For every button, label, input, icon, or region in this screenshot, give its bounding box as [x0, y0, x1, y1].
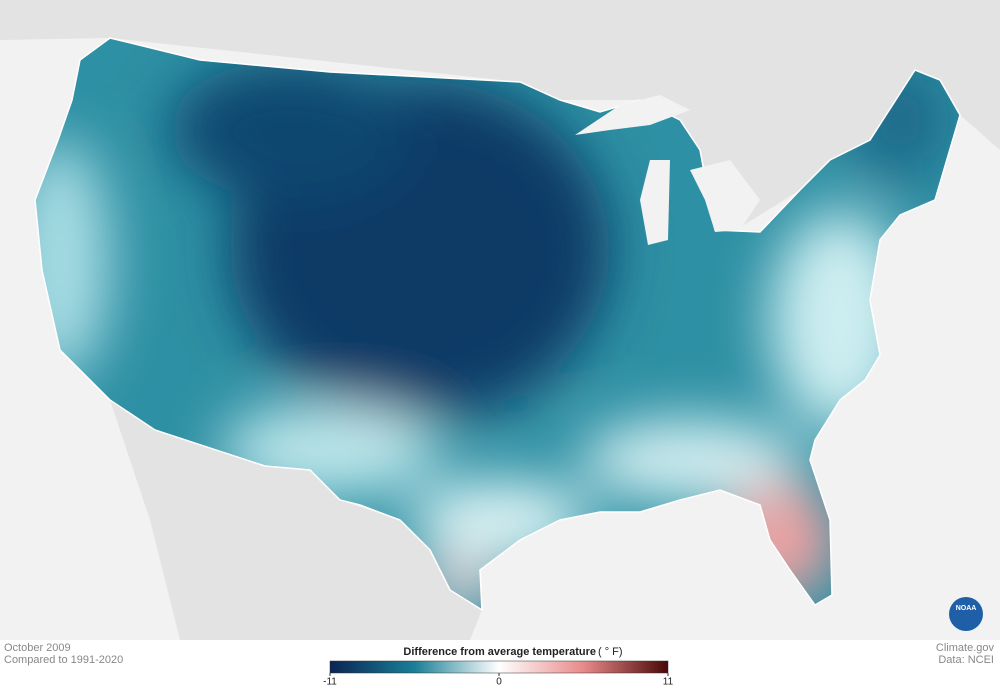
cold-north: [170, 60, 410, 200]
logo-text: NOAA: [956, 605, 977, 612]
legend-tick-label: 11: [663, 677, 674, 688]
site-credit: Climate.gov: [936, 642, 995, 654]
mexico: [110, 400, 482, 640]
source-credit: Data: NCEI: [938, 654, 994, 666]
period: October 2009: [4, 642, 71, 654]
legend-unit: ( ° F): [598, 646, 623, 658]
legend-tick-label: -11: [323, 677, 337, 688]
color-bar: [329, 660, 669, 674]
baseline: Compared to 1991-2020: [4, 654, 123, 666]
west-coast: [35, 140, 110, 380]
legend-title: Difference from average temperature: [403, 646, 596, 658]
logo-circle: [949, 597, 983, 631]
canada: [0, 0, 1000, 240]
logo: NOAA: [949, 597, 983, 631]
great-lakes: [575, 95, 760, 245]
southeast-light: [580, 420, 800, 500]
legend-tick-label: 0: [496, 677, 502, 688]
